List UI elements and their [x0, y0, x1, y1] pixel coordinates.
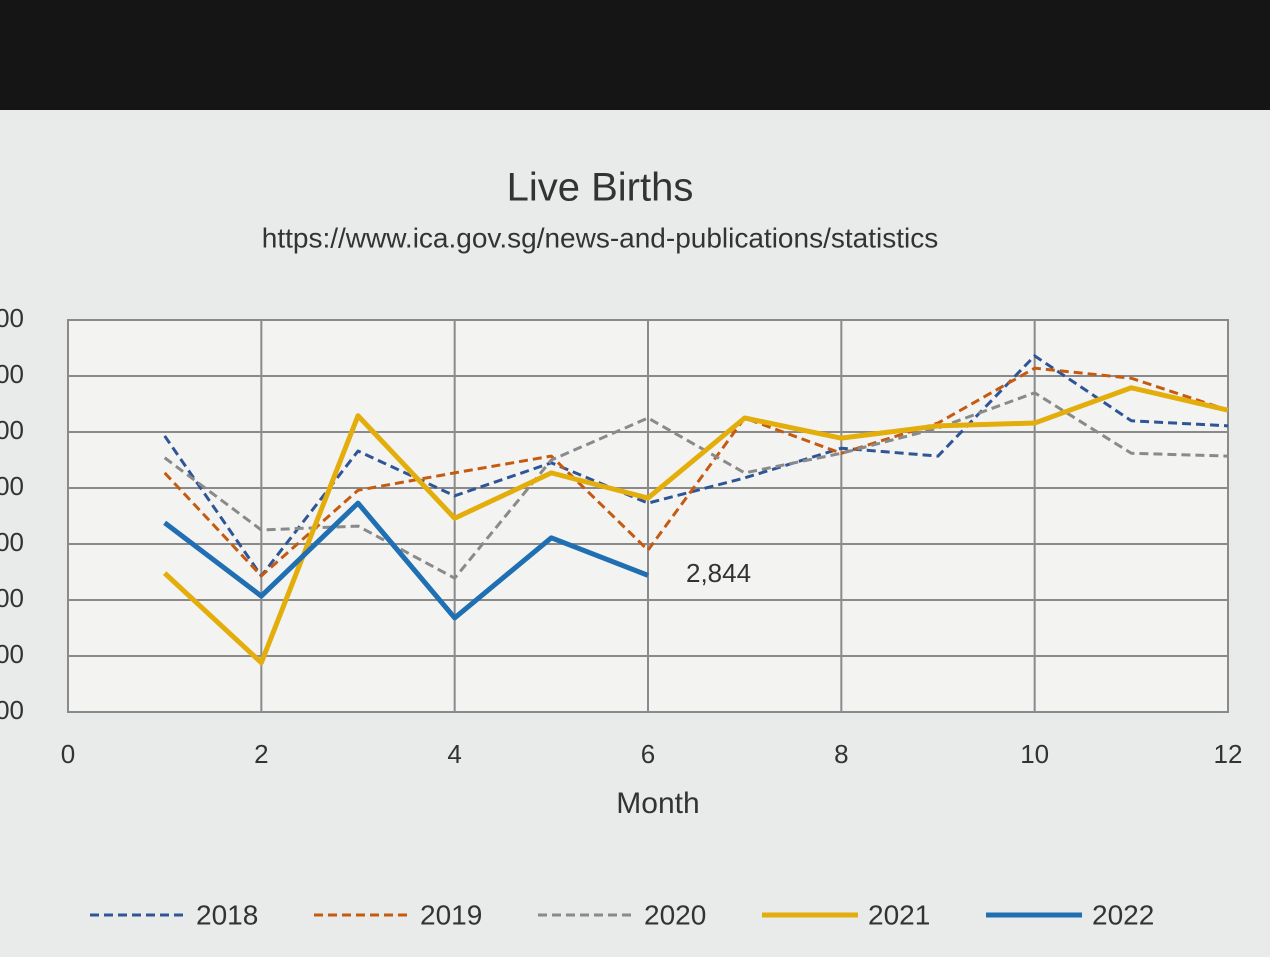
legend-label: 2022	[1092, 899, 1154, 930]
y-tick-label: 2,600	[0, 695, 24, 725]
chart-subtitle: https://www.ica.gov.sg/news-and-publicat…	[262, 222, 938, 253]
y-tick-label: 2,900	[0, 527, 24, 557]
screen-bezel	[0, 0, 1270, 110]
legend-label: 2021	[868, 899, 930, 930]
legend-label: 2019	[420, 899, 482, 930]
y-tick-label: 2,700	[0, 639, 24, 669]
y-tick-label: 3,200	[0, 359, 24, 389]
y-tick-label: 3,000	[0, 471, 24, 501]
y-tick-label: 2,800	[0, 583, 24, 613]
x-tick-label: 10	[1020, 739, 1049, 769]
chart: Live Births https://www.ica.gov.sg/news-…	[0, 0, 1270, 957]
y-tick-label: 3,100	[0, 415, 24, 445]
page: Live Births https://www.ica.gov.sg/news-…	[0, 0, 1270, 957]
y-tick-label: 3,300	[0, 303, 24, 333]
chart-title: Live Births	[507, 166, 694, 210]
x-tick-label: 12	[1214, 739, 1243, 769]
x-tick-label: 6	[641, 739, 655, 769]
x-tick-label: 2	[254, 739, 268, 769]
legend-label: 2018	[196, 899, 258, 930]
x-tick-label: 8	[834, 739, 848, 769]
x-tick-label: 4	[447, 739, 461, 769]
x-axis-label: Month	[616, 787, 699, 820]
legend-label: 2020	[644, 899, 706, 930]
x-tick-label: 0	[61, 739, 75, 769]
data-label: 2,844	[686, 558, 751, 588]
